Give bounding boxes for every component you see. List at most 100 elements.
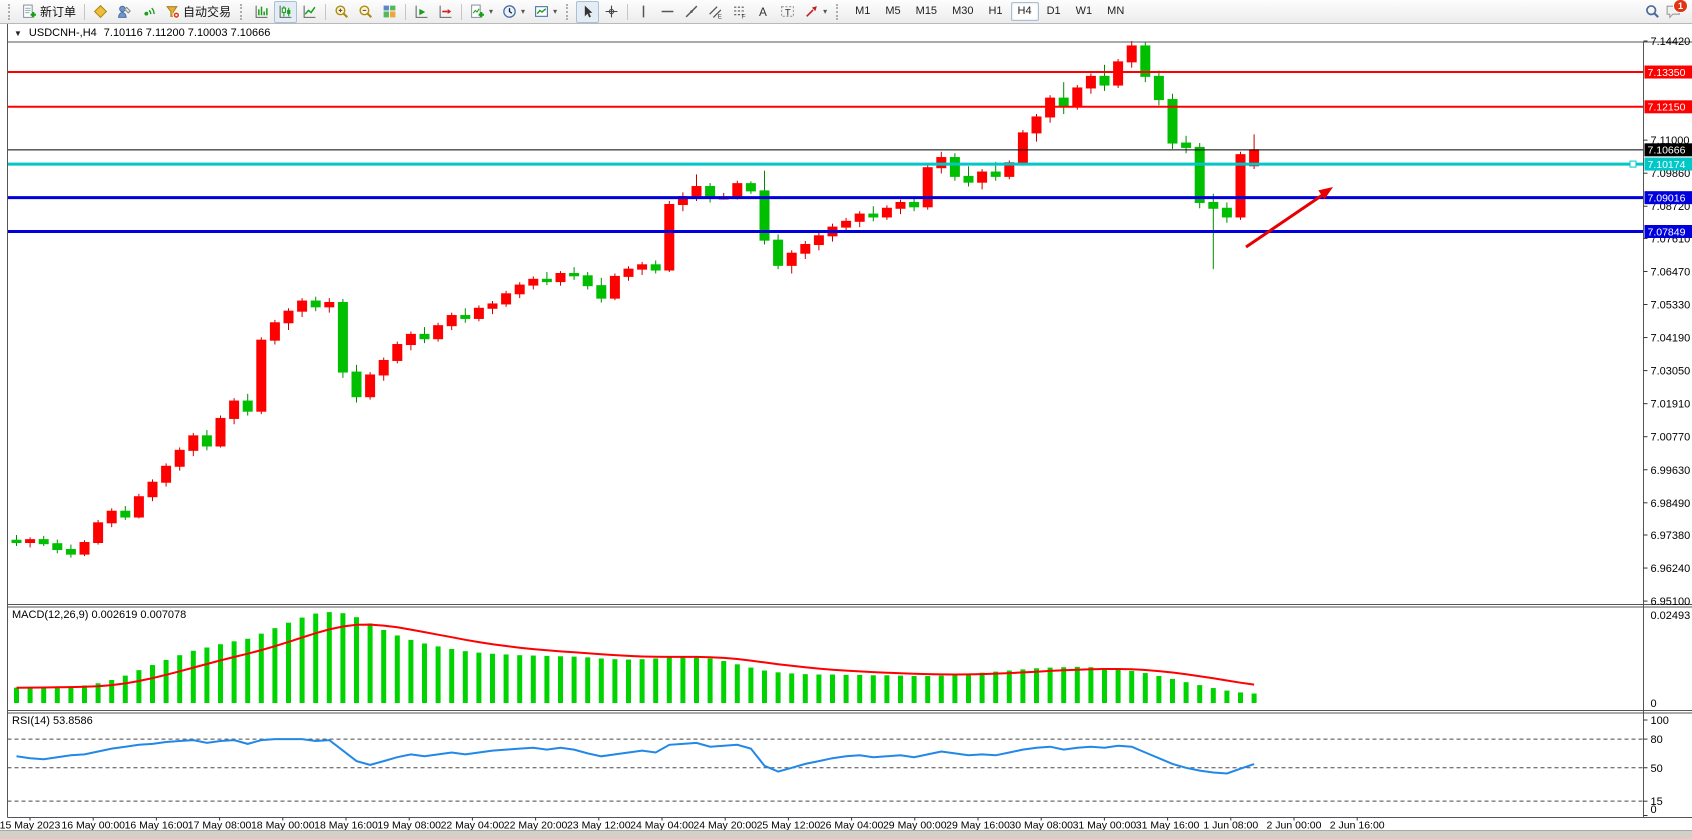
crosshair-tool-button[interactable] [600,1,623,23]
templates-button[interactable]: ▾ [530,1,561,23]
tile-windows-icon [383,5,396,18]
candle-body [854,213,865,222]
macd-histogram-bar [1061,667,1067,703]
channel-tool-button[interactable]: E [704,1,727,23]
vertical-line-tool-button[interactable] [632,1,655,23]
dropdown-arrow-icon[interactable]: ▾ [553,7,558,16]
macd-histogram-bar [789,673,795,703]
auto-scroll-button[interactable] [410,1,433,23]
fibonacci-tool-button[interactable]: F [728,1,751,23]
zoom-out-button[interactable] [354,1,377,23]
candle-body [201,435,212,447]
timeframe-H4-button[interactable]: H4 [1010,2,1039,21]
timeframe-M1-button[interactable]: M1 [855,5,871,17]
price-badge [1644,157,1692,171]
hline-handle[interactable] [1629,160,1637,168]
price-badge-label: 7.09016 [1648,192,1686,204]
tile-windows-button[interactable] [378,1,401,23]
drawn-arrow-object[interactable] [1245,192,1325,249]
candlestick-mode-button[interactable] [274,0,298,23]
zoom-in-button[interactable] [330,1,353,23]
macd-histogram-bar [177,655,183,703]
macd-histogram-bar [898,675,903,703]
metaeditor-button[interactable] [113,1,136,23]
horizontal-line-tool-button[interactable] [656,1,679,23]
candle-body [1221,207,1232,218]
symbol-dropdown-icon[interactable]: ▼ [14,28,22,38]
timeframe-H1-button[interactable]: H1 [988,5,1003,17]
macd-axis-label: 0.02493 [1651,610,1691,622]
macd-histogram-bar [1006,670,1012,703]
autotrading-icon [166,6,181,19]
auto-scroll-icon [415,5,428,18]
notifications-button[interactable]: 1 [1665,0,1688,20]
timeframe-M15-button[interactable]: M15 [915,5,938,17]
macd-indicator-label: MACD(12,26,9) 0.002619 0.007078 [12,609,186,621]
price-badge [1644,191,1692,205]
arrows-tool-button[interactable]: ▾ [800,1,831,23]
trendline-tool-button[interactable] [680,1,703,23]
dropdown-arrow-icon[interactable]: ▾ [521,7,526,16]
clock-icon [503,5,516,18]
macd-histogram-bar [884,675,890,703]
macd-histogram-bar [1183,682,1189,703]
toolbar-grip[interactable] [566,3,571,20]
signals-button[interactable] [137,1,160,23]
candle-body [1099,75,1110,86]
toolbar-grip[interactable] [8,3,13,20]
toolbar-grip[interactable] [240,3,245,20]
periods-button[interactable]: ▾ [498,1,529,23]
svg-text:F: F [742,13,746,19]
timeframe-MN-button[interactable]: MN [1107,5,1125,17]
candle-body [324,301,335,308]
candle-body [79,542,90,555]
macd-histogram-bar [775,672,781,703]
signals-icon [144,7,155,16]
arrow-shapes-icon [806,6,817,17]
timeframe-W1-button[interactable]: W1 [1075,5,1093,17]
drawn-arrow-head[interactable] [1318,187,1333,200]
autotrading-button[interactable]: 自动交易 [161,1,235,23]
svg-text:T: T [785,7,791,18]
quotes-button[interactable] [89,1,112,23]
timeframe-D1-button[interactable]: D1 [1046,5,1061,17]
macd-histogram-bar [27,687,33,703]
new-order-button[interactable]: 新订单 [18,1,80,23]
toolbar-separator [405,3,407,20]
macd-histogram-bar [517,655,523,703]
macd-histogram-bar [354,617,359,703]
macd-histogram-bar [462,651,468,703]
macd-histogram-bar [367,623,373,703]
candle-body [691,186,702,198]
macd-histogram-bar [1102,667,1107,703]
label-tool-button[interactable]: T [776,1,799,23]
line-chart-mode-button[interactable] [298,1,321,23]
candle-body [623,268,634,277]
horizontal-line-icon [661,10,674,13]
cursor-tool-button[interactable] [576,0,600,23]
macd-histogram-bar [41,686,47,703]
bar-chart-mode-button[interactable] [250,1,273,23]
price-badge [1644,65,1692,79]
chart-background [0,23,1692,831]
candle-body [1126,45,1137,63]
search-button[interactable] [1641,1,1664,23]
rsi-line [16,738,1255,775]
timeframe-M5-button[interactable]: M5 [885,5,901,17]
candle-body [759,190,770,241]
timeframe-M30-button[interactable]: M30 [952,5,974,17]
text-tool-button[interactable]: A [752,1,775,23]
indicators-button[interactable]: ▾ [466,1,497,23]
price-badge [1644,100,1692,114]
dropdown-arrow-icon[interactable]: ▾ [823,7,828,16]
macd-histogram-bar [979,672,985,703]
macd-histogram-bar [1088,667,1094,703]
candle-body [895,201,906,209]
toolbar-grip[interactable] [836,3,841,20]
macd-histogram-bar [530,655,536,703]
candle-body [786,252,797,266]
dropdown-arrow-icon[interactable]: ▾ [489,7,494,16]
new-order-icon [23,4,36,18]
chart-shift-button[interactable] [434,1,457,23]
